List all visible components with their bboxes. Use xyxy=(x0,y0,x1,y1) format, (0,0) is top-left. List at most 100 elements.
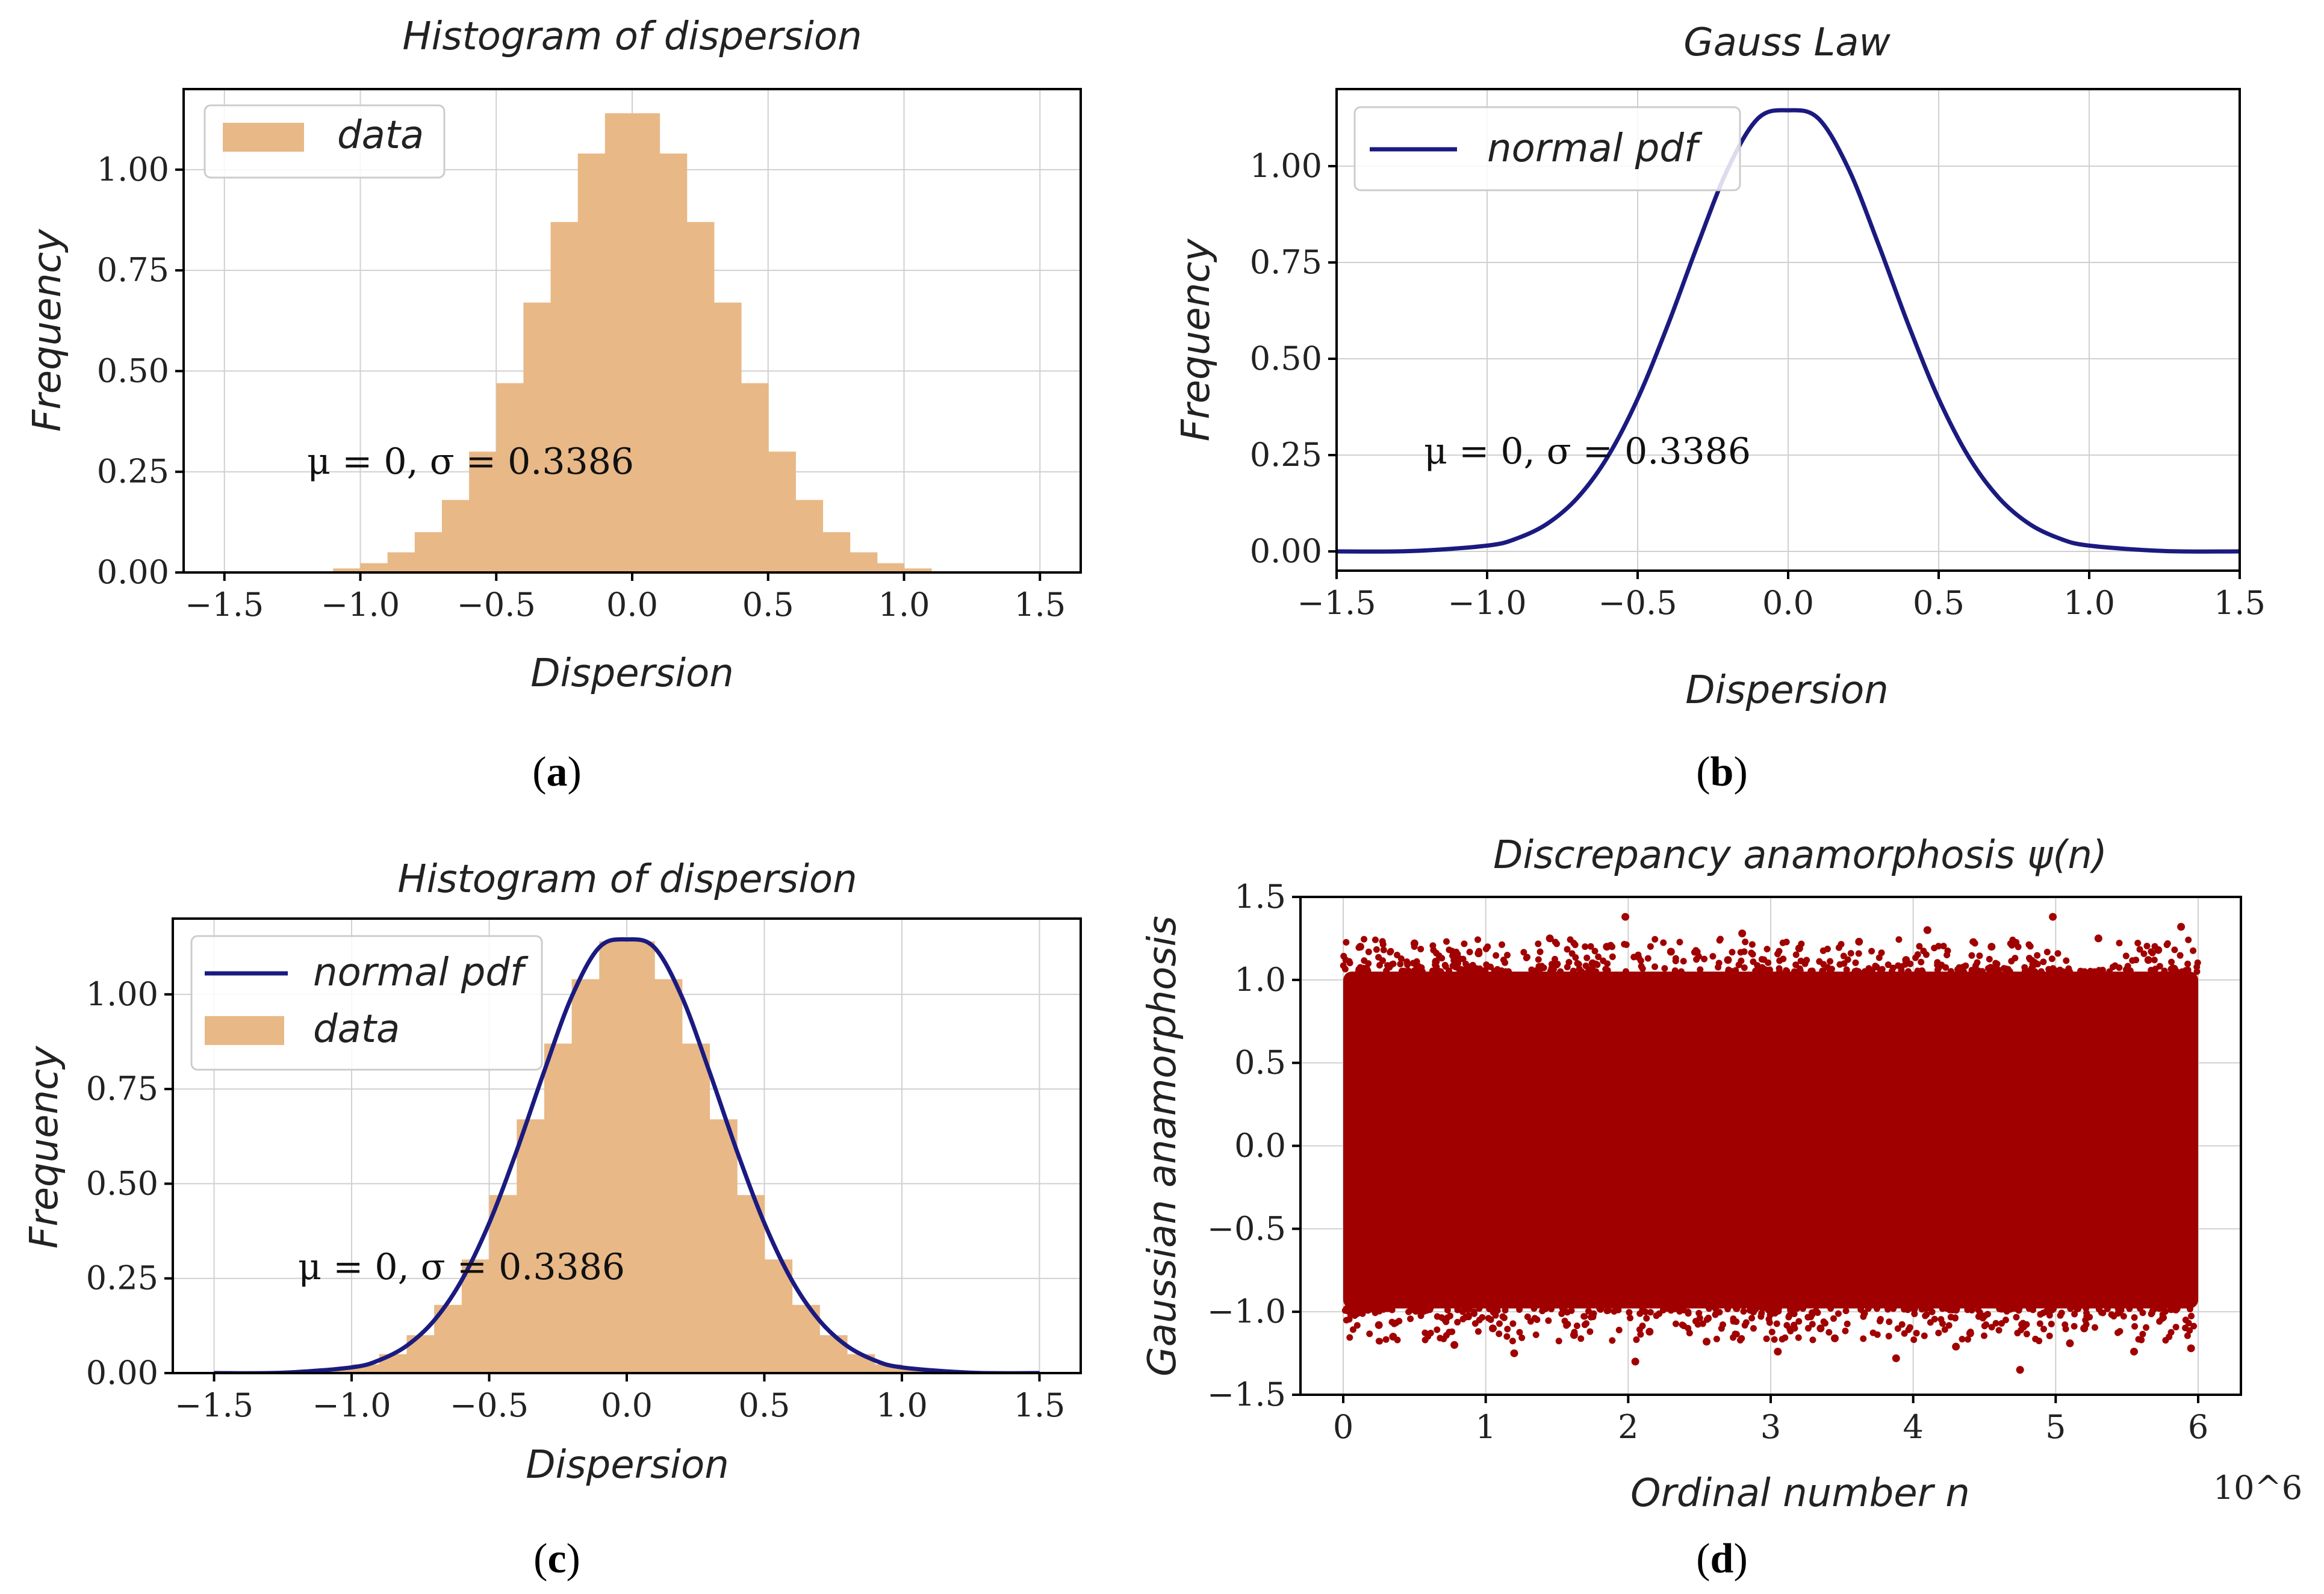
panel-c-ticks: −1.5 −1.0 −0.5 0.0 0.5 1.0 1.5 0.00 0.25 0.50 0.75… xyxy=(86,975,1066,1424)
panel-a-xtick-label: 0.5 xyxy=(742,586,794,624)
panel-d-scatter-point xyxy=(1921,1332,1928,1339)
panel-d-scatter-point xyxy=(1661,965,1668,972)
panel-d-scatter-outlier xyxy=(2187,1344,2195,1353)
panel-d-scatter-point xyxy=(1365,948,1372,955)
panel-d-scatter-point xyxy=(1685,1308,1692,1315)
panel-d-scatter-point xyxy=(1353,1322,1361,1329)
panel-d-scatter-point xyxy=(1775,1307,1782,1315)
panel-d-scatter-point xyxy=(1567,936,1574,943)
panel-c-annotation: μ = 0, σ = 0.3386 xyxy=(298,1246,625,1288)
panel-d-scatter-point xyxy=(1366,1330,1373,1338)
panel-d-scatter-point xyxy=(2133,957,2140,964)
panel-d-scatter-outlier xyxy=(1795,944,1803,952)
caption-c-letter: c xyxy=(547,1536,566,1582)
panel-d-scatter-point xyxy=(1763,946,1771,953)
panel-d-scatter-point xyxy=(1905,1305,1912,1312)
panel-d-scatter-point xyxy=(1931,1315,1938,1323)
panel-d-scatter-point xyxy=(1803,957,1810,964)
panel-d-scatter-point xyxy=(2013,938,2020,946)
panel-d-scatter-point xyxy=(1742,938,1749,946)
panel-d-scatter-point xyxy=(1783,1322,1791,1329)
panel-d-scatter-point xyxy=(1741,964,1748,972)
panel-d-scatter-point xyxy=(1912,954,1919,961)
panel-d-scatter-point xyxy=(1812,1307,1819,1315)
panel-a-hist-bar xyxy=(387,552,415,572)
panel-a-data xyxy=(333,113,932,572)
panel-d-scatter-point xyxy=(1391,1320,1398,1327)
panel-d-scatter-point xyxy=(1771,1336,1778,1343)
panel-d-scatter-point xyxy=(1748,1315,1756,1322)
panel-d-scatter-point xyxy=(1791,1325,1798,1332)
panel-d-scatter-point xyxy=(1555,1338,1562,1345)
panel-b-xlabel: Dispersion xyxy=(1685,668,1889,713)
panel-d-scatter-point xyxy=(2091,968,2098,975)
caption-c: (c) xyxy=(533,1536,580,1582)
panel-b-data xyxy=(1337,108,2240,554)
panel-d-scatter-point xyxy=(1509,1320,1517,1327)
panel-b-xtick-label: −1.0 xyxy=(1447,584,1526,622)
panel-d-scatter-point xyxy=(1694,948,1701,955)
panel-d-scatter-point xyxy=(2009,1305,2016,1312)
panel-d-scatter-point xyxy=(1795,1334,1802,1341)
panel-d-scatter-point xyxy=(1591,947,1599,955)
panel-a-hist-bar xyxy=(877,563,905,572)
panel-d-scatter-point xyxy=(2116,964,2123,971)
panel-d-scatter-point xyxy=(1940,943,1947,950)
panel-d-scatter-point xyxy=(1412,1307,1419,1315)
panel-a-hist-bar xyxy=(632,113,660,572)
panel-d-scatter-point xyxy=(1918,1306,1925,1313)
panel-d-scatter-point xyxy=(1984,1310,1991,1318)
panel-d-scatter-point xyxy=(1427,1305,1434,1312)
panel-d-scatter-point xyxy=(2131,1323,2139,1330)
panel-d-scatter-point xyxy=(1505,968,1512,975)
panel-d-scatter-point xyxy=(1387,949,1394,956)
panel-d-scatter-point xyxy=(1977,968,1984,975)
panel-d-scatter-outlier xyxy=(1831,1334,1839,1342)
panel-d-scatter-point xyxy=(1842,1327,1849,1335)
panel-d-scatter-point xyxy=(1582,943,1589,951)
panel-d-scatter-point xyxy=(1898,1321,1906,1328)
panel-d-scatter-point xyxy=(1869,967,1876,974)
panel-d-scatter-point xyxy=(2008,958,2015,965)
panel-d-scatter-point xyxy=(2168,958,2175,966)
panel-a-hist-bar xyxy=(904,568,932,572)
panel-d-scatter-point xyxy=(2126,1305,2133,1312)
panel-b-legend-box xyxy=(1353,106,1741,191)
panel-d-xtick-label: 4 xyxy=(1903,1408,1923,1446)
panel-d-scatter-point xyxy=(1729,949,1736,956)
panel-d-scatter-point xyxy=(2124,963,2131,970)
panel-d-scatter-outlier xyxy=(2066,1339,2074,1348)
panel-d-scatter-point xyxy=(2139,1330,2146,1338)
panel-d-scatter-point xyxy=(2060,968,2067,975)
panel-d-scatter-point xyxy=(1597,1306,1604,1313)
panel-d-scatter-point xyxy=(1911,1305,1918,1312)
panel-d-scatter-point xyxy=(1615,1327,1623,1334)
panel-b-pdf-line xyxy=(1337,108,2240,554)
panel-c: −1.5 −1.0 −0.5 0.0 0.5 1.0 1.5 0.00 0.25 0.50 0.75… xyxy=(22,857,1082,1582)
panel-d-scatter-point xyxy=(2156,1318,2163,1325)
panel-c-legend-label-data: data xyxy=(313,1007,400,1052)
panel-d-xtick-label: 3 xyxy=(1760,1408,1781,1446)
panel-b-title: Gauss Law xyxy=(1683,20,1891,65)
panel-d-scatter-outlier xyxy=(1474,949,1483,958)
panel-d-scatter-point xyxy=(1379,957,1387,964)
panel-d-scatter-point xyxy=(1496,1320,1503,1327)
panel-d-scatter-point xyxy=(1615,1306,1622,1313)
panel-c-xtick-label: 1.5 xyxy=(1014,1386,1066,1424)
panel-a-ytick-label: 0.50 xyxy=(97,352,169,389)
panel-d-scatter-point xyxy=(1830,1315,1837,1322)
panel-d-scatter-point xyxy=(2184,1332,2191,1339)
panel-d-scatter-point xyxy=(1462,960,1470,967)
panel-d-scatter-point xyxy=(1609,1337,1616,1344)
panel-b-xtick-label: −0.5 xyxy=(1598,584,1677,622)
panel-d-scatter-point xyxy=(1575,961,1582,968)
panel-d-scatter-point xyxy=(1627,1314,1634,1321)
panel-d-scatter-point xyxy=(1568,950,1576,957)
panel-d-scatter-point xyxy=(1928,1308,1936,1315)
panel-d-scatter-point xyxy=(1935,943,1942,950)
panel-d-xlabel: Ordinal number n xyxy=(1630,1471,1970,1516)
panel-d-scatter-point xyxy=(1730,1318,1737,1325)
panel-b-xtick-label: −1.5 xyxy=(1297,584,1376,622)
panel-d-scatter-point xyxy=(1538,963,1546,970)
panel-d: 0 1 2 3 4 5 6 −1.5 −1.0 −0.5 0.0 0.5 1.0 1.5 Discrepa… xyxy=(1140,833,2302,1582)
